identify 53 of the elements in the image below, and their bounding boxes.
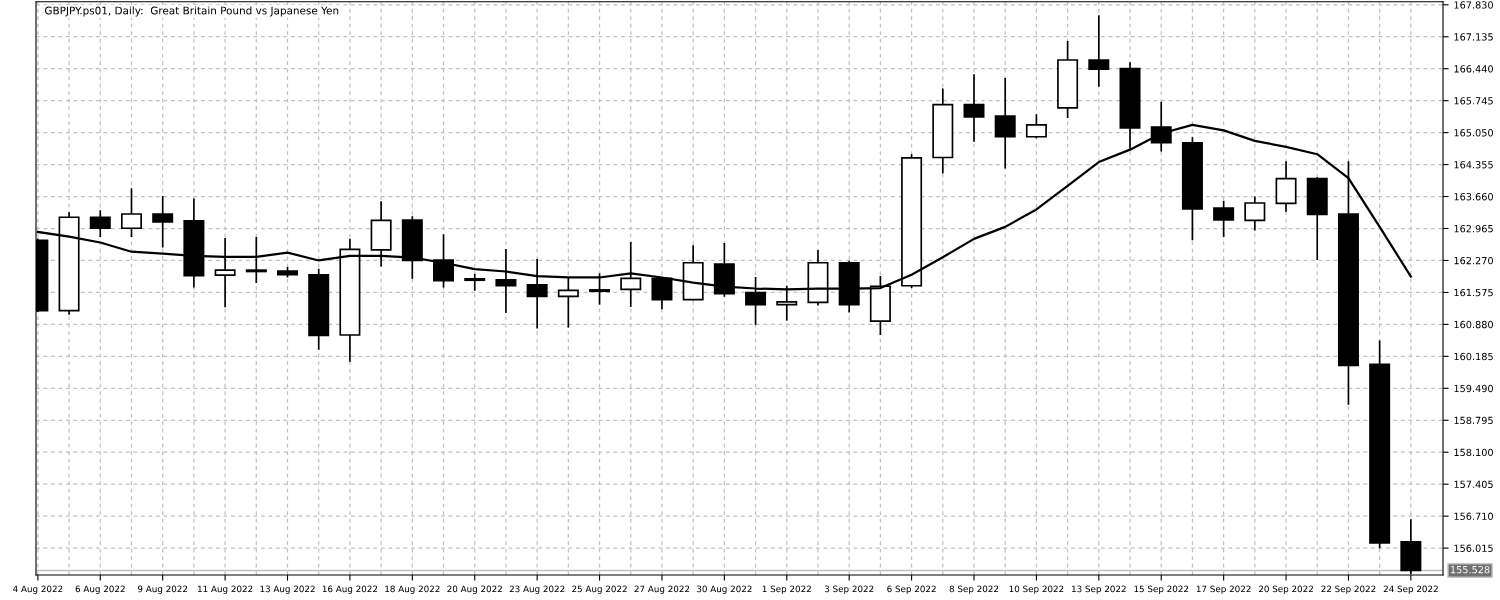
x-tick-label: 23 Aug 2022	[509, 585, 565, 594]
y-tick-label: 161.575	[1454, 288, 1493, 297]
candlestick	[464, 272, 486, 292]
x-tick-label: 25 Aug 2022	[572, 585, 627, 594]
x-tick-label: 18 Aug 2022	[385, 585, 440, 594]
candlestick	[152, 195, 174, 249]
x-tick-label: 13 Aug 2022	[260, 585, 315, 594]
ref-line-label: 155.528	[1451, 565, 1490, 574]
y-tick-label: 164.355	[1454, 161, 1493, 169]
y-tick-label: 160.185	[1454, 352, 1493, 361]
x-tick-label: 22 Sep 2022	[1321, 585, 1376, 594]
chart-title: GBPJPY.ps01, Daily: Great Britain Pound vs Japanese Yen	[45, 6, 339, 17]
x-tick-label: 11 Aug 2022	[198, 585, 253, 594]
y-tick-label: 160.880	[1454, 320, 1493, 329]
x-tick-label: 10 Sep 2022	[1009, 585, 1064, 594]
candlestick	[963, 73, 985, 143]
x-tick-label: 20 Sep 2022	[1258, 585, 1313, 594]
y-tick-label: 157.405	[1454, 480, 1493, 489]
x-tick-label: 15 Sep 2022	[1134, 585, 1189, 594]
y-tick-label: 159.490	[1454, 384, 1493, 393]
y-tick-label: 165.745	[1454, 97, 1493, 105]
y-tick-label: 158.100	[1454, 448, 1493, 457]
x-tick-label: 4 Aug 2022	[13, 585, 63, 594]
candlestick	[1213, 199, 1235, 238]
x-tick-label: 20 Aug 2022	[447, 585, 502, 594]
candlestick	[120, 187, 142, 238]
y-tick-label: 165.050	[1454, 129, 1493, 137]
y-tick-label: 162.965	[1454, 224, 1493, 233]
x-tick-label: 6 Sep 2022	[887, 585, 936, 594]
x-tick-label: 16 Aug 2022	[322, 585, 378, 594]
y-tick-label: 167.135	[1454, 33, 1493, 41]
x-tick-label: 24 Sep 2022	[1383, 585, 1438, 594]
y-tick-label: 163.660	[1454, 193, 1493, 201]
candlestick	[1088, 14, 1110, 88]
x-tick-label: 6 Aug 2022	[75, 585, 125, 594]
candlestick	[1244, 195, 1266, 232]
x-tick-label: 30 Aug 2022	[697, 585, 752, 594]
candlestick	[89, 209, 111, 238]
x-tick-label: 9 Aug 2022	[138, 585, 188, 594]
candlestick	[245, 236, 267, 284]
y-tick-label: 156.015	[1454, 544, 1493, 552]
x-tick-label: 13 Sep 2022	[1072, 585, 1126, 594]
y-tick-label: 167.830	[1454, 1, 1493, 9]
x-tick-label: 8 Sep 2022	[949, 585, 999, 594]
x-tick-label: 27 Aug 2022	[634, 585, 690, 594]
y-tick-label: 158.795	[1454, 416, 1493, 425]
x-tick-label: 17 Sep 2022	[1196, 585, 1251, 594]
y-tick-label: 162.270	[1454, 256, 1493, 265]
x-tick-label: 3 Sep 2022	[824, 585, 874, 594]
candlestick	[994, 77, 1016, 170]
y-tick-label: 156.710	[1454, 512, 1493, 520]
x-tick-label: 1 Sep 2022	[762, 585, 811, 594]
y-tick-label: 166.440	[1454, 65, 1493, 73]
